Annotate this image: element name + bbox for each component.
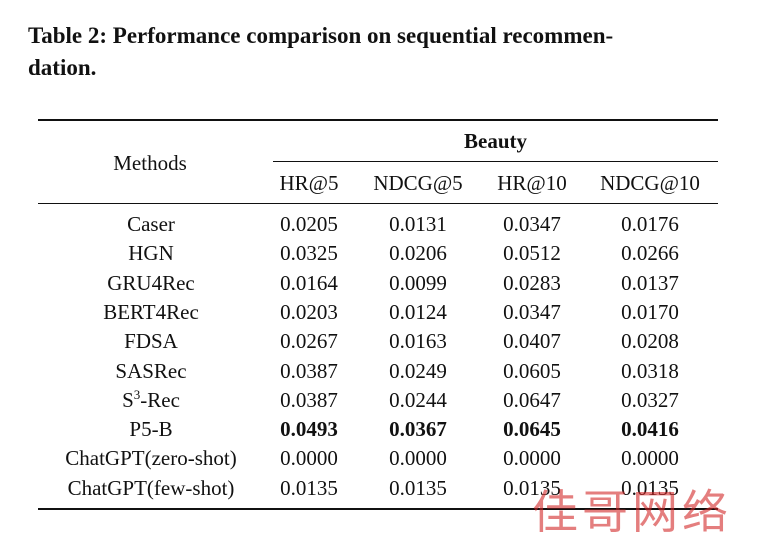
column-header-hr5: HR@5 bbox=[279, 171, 339, 195]
group-rule bbox=[273, 161, 718, 162]
table-cell: 0.0347 bbox=[503, 212, 561, 236]
table-cell: 0.0407 bbox=[503, 329, 561, 353]
table-cell: 0.0203 bbox=[280, 300, 338, 324]
bottom-rule bbox=[38, 508, 718, 510]
column-header-ndcg5: NDCG@5 bbox=[373, 171, 463, 195]
table-cell: 0.0099 bbox=[389, 271, 447, 295]
group-header-beauty: Beauty bbox=[464, 129, 527, 153]
table-cell: 0.0645 bbox=[503, 417, 561, 441]
table-cell: 0.0318 bbox=[621, 359, 679, 383]
table-cell: 0.0205 bbox=[280, 212, 338, 236]
table-cell: 0.0327 bbox=[621, 388, 679, 412]
watermark: 佳哥网络 bbox=[532, 485, 732, 539]
row-method-label: BERT4Rec bbox=[103, 300, 199, 324]
table-cell: 0.0387 bbox=[280, 388, 338, 412]
row-method-label: Caser bbox=[127, 212, 175, 236]
row-method-label: S3-Rec bbox=[40, 388, 262, 412]
table-cell: 0.0325 bbox=[280, 241, 338, 265]
methods-header: Methods bbox=[113, 151, 187, 175]
caption-line-1: Table 2: Performance comparison on seque… bbox=[28, 23, 614, 48]
table-cell: 0.0647 bbox=[503, 388, 561, 412]
table-cell: 0.0135 bbox=[503, 476, 561, 500]
caption-line-2: dation. bbox=[28, 55, 97, 80]
table-cell: 0.0131 bbox=[389, 212, 447, 236]
top-rule bbox=[38, 119, 718, 121]
row-method-label: SASRec bbox=[115, 359, 187, 383]
row-method-label: GRU4Rec bbox=[107, 271, 195, 295]
table-cell: 0.0283 bbox=[503, 271, 561, 295]
method-prefix: S bbox=[122, 388, 134, 412]
table-caption: Table 2: Performance comparison on seque… bbox=[28, 20, 740, 84]
table-cell: 0.0170 bbox=[621, 300, 679, 324]
method-superscript: 3 bbox=[133, 387, 141, 402]
table-cell: 0.0244 bbox=[389, 388, 447, 412]
table-cell: 0.0164 bbox=[280, 271, 338, 295]
table-cell: 0.0000 bbox=[389, 446, 447, 470]
table-cell: 0.0266 bbox=[621, 241, 679, 265]
table-cell: 0.0605 bbox=[503, 359, 561, 383]
table-cell: 0.0347 bbox=[503, 300, 561, 324]
header-rule bbox=[38, 203, 718, 204]
table-cell: 0.0416 bbox=[621, 417, 679, 441]
table-cell: 0.0124 bbox=[389, 300, 447, 324]
row-method-label: ChatGPT(zero-shot) bbox=[65, 446, 237, 470]
row-method-label: HGN bbox=[128, 241, 174, 265]
table-cell: 0.0206 bbox=[389, 241, 447, 265]
table-cell: 0.0512 bbox=[503, 241, 561, 265]
table-cell: 0.0000 bbox=[621, 446, 679, 470]
row-method-label: ChatGPT(few-shot) bbox=[67, 476, 235, 500]
table-cell: 0.0493 bbox=[280, 417, 338, 441]
table-cell: 0.0249 bbox=[389, 359, 447, 383]
table-cell: 0.0267 bbox=[280, 329, 338, 353]
table-cell: 0.0387 bbox=[280, 359, 338, 383]
table-cell: 0.0208 bbox=[621, 329, 679, 353]
table-cell: 0.0137 bbox=[621, 271, 679, 295]
table-cell: 0.0135 bbox=[621, 476, 679, 500]
table-cell: 0.0000 bbox=[280, 446, 338, 470]
method-suffix: -Rec bbox=[140, 388, 180, 412]
table-cell: 0.0367 bbox=[389, 417, 447, 441]
table-cell: 0.0163 bbox=[389, 329, 447, 353]
column-header-ndcg10: NDCG@10 bbox=[600, 171, 700, 195]
column-header-hr10: HR@10 bbox=[497, 171, 567, 195]
table-cell: 0.0135 bbox=[280, 476, 338, 500]
table-cell: 0.0000 bbox=[503, 446, 561, 470]
table-cell: 0.0135 bbox=[389, 476, 447, 500]
row-method-label: FDSA bbox=[124, 329, 178, 353]
row-method-label: P5-B bbox=[129, 417, 173, 441]
table-cell: 0.0176 bbox=[621, 212, 679, 236]
